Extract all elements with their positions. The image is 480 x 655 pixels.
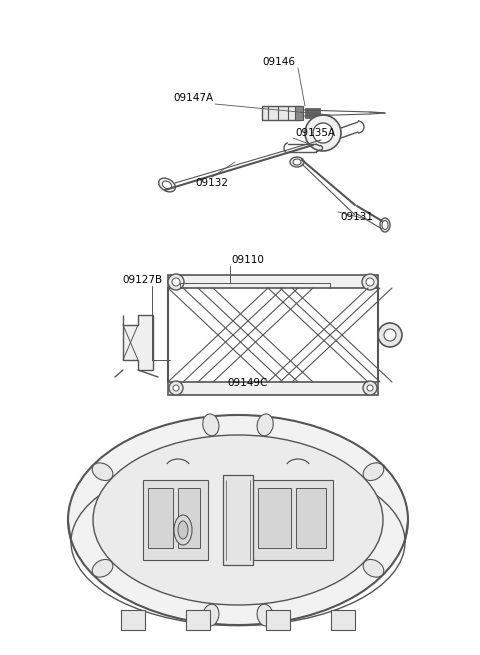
Bar bbox=[121, 610, 145, 630]
Bar bbox=[186, 610, 210, 630]
Bar bbox=[148, 488, 173, 548]
Circle shape bbox=[305, 115, 341, 151]
Polygon shape bbox=[168, 382, 378, 395]
Bar bbox=[266, 610, 290, 630]
Text: 09131: 09131 bbox=[340, 212, 373, 222]
Bar bbox=[296, 488, 326, 548]
Ellipse shape bbox=[92, 559, 113, 577]
Polygon shape bbox=[123, 315, 153, 370]
Ellipse shape bbox=[203, 604, 219, 626]
Text: 09149C: 09149C bbox=[228, 378, 268, 388]
Circle shape bbox=[363, 381, 377, 395]
Ellipse shape bbox=[257, 604, 273, 626]
Bar bbox=[295, 106, 303, 120]
Ellipse shape bbox=[203, 414, 219, 436]
Circle shape bbox=[362, 274, 378, 290]
Bar bbox=[305, 108, 320, 118]
Ellipse shape bbox=[257, 414, 273, 436]
Ellipse shape bbox=[290, 157, 304, 167]
Ellipse shape bbox=[93, 435, 383, 605]
Circle shape bbox=[173, 385, 179, 391]
Circle shape bbox=[168, 274, 184, 290]
Ellipse shape bbox=[363, 463, 384, 481]
Ellipse shape bbox=[162, 181, 172, 189]
Polygon shape bbox=[168, 275, 378, 288]
Text: 09110: 09110 bbox=[231, 255, 264, 265]
Text: 09132: 09132 bbox=[195, 178, 228, 188]
Ellipse shape bbox=[68, 415, 408, 625]
Bar bbox=[331, 610, 355, 630]
Text: 09146: 09146 bbox=[263, 57, 296, 67]
Ellipse shape bbox=[174, 515, 192, 545]
Text: 09135A: 09135A bbox=[295, 128, 335, 138]
Text: 09127B: 09127B bbox=[122, 275, 162, 285]
Ellipse shape bbox=[159, 178, 175, 192]
Ellipse shape bbox=[92, 463, 113, 481]
Bar bbox=[178, 488, 200, 548]
Ellipse shape bbox=[178, 521, 188, 539]
Ellipse shape bbox=[293, 159, 301, 165]
Circle shape bbox=[172, 278, 180, 286]
Bar bbox=[253, 480, 333, 560]
Text: 09147A: 09147A bbox=[173, 93, 213, 103]
Bar bbox=[258, 488, 291, 548]
Ellipse shape bbox=[382, 221, 388, 229]
Circle shape bbox=[313, 123, 333, 143]
Bar bbox=[223, 475, 253, 565]
Ellipse shape bbox=[363, 559, 384, 577]
Circle shape bbox=[367, 385, 373, 391]
Bar bbox=[143, 480, 208, 560]
Circle shape bbox=[169, 381, 183, 395]
Circle shape bbox=[378, 323, 402, 347]
Bar bbox=[262, 106, 300, 120]
Circle shape bbox=[366, 278, 374, 286]
Ellipse shape bbox=[380, 218, 390, 232]
Circle shape bbox=[384, 329, 396, 341]
